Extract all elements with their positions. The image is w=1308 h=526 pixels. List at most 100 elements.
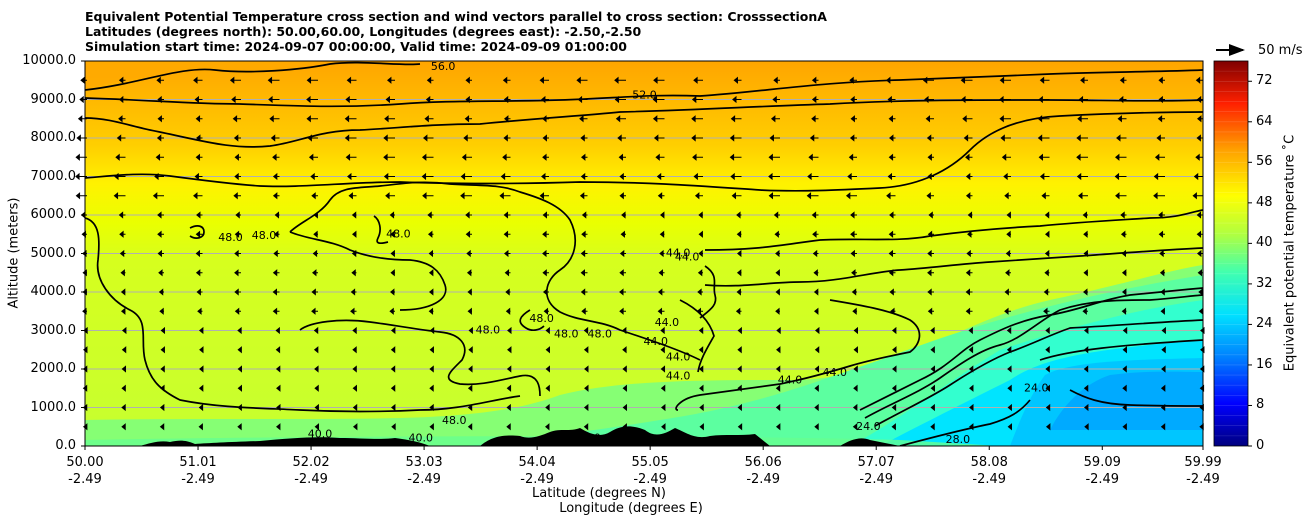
wind-vector xyxy=(963,134,973,142)
wind-vector xyxy=(619,172,626,181)
y-tick-label: 3000.0 xyxy=(30,322,77,338)
colorbar-tick-label: 40 xyxy=(1256,235,1273,251)
wind-vector xyxy=(543,307,549,315)
wind-vector xyxy=(622,365,627,373)
wind-vector xyxy=(1159,249,1165,258)
wind-vector xyxy=(653,76,665,84)
y-axis-label: Altitude (meters) xyxy=(6,197,22,309)
wind-vector xyxy=(468,346,473,354)
wind-vector xyxy=(506,365,512,373)
wind-vector xyxy=(814,365,820,373)
wind-vector xyxy=(312,249,318,258)
wind-vector xyxy=(1153,172,1165,181)
wind-vector xyxy=(814,307,819,315)
wind-vector xyxy=(1196,211,1204,219)
wind-vector xyxy=(507,326,512,335)
wind-vector xyxy=(465,230,472,238)
wind-vector xyxy=(1044,211,1050,219)
wind-vector xyxy=(697,269,703,277)
wind-vector xyxy=(811,211,819,219)
wind-vector xyxy=(429,346,434,354)
wind-vector xyxy=(659,249,665,258)
wind-vector xyxy=(733,76,742,84)
wind-vector xyxy=(656,172,665,181)
wind-vector xyxy=(1161,365,1166,373)
wind-vector xyxy=(1003,172,1011,181)
wind-vector xyxy=(545,384,550,392)
wind-vector xyxy=(389,211,395,219)
wind-vector xyxy=(461,153,472,161)
wind-vector xyxy=(1000,134,1011,142)
wind-vector xyxy=(421,172,434,181)
wind-vector xyxy=(467,403,473,412)
wind-vector xyxy=(736,269,742,277)
wind-vector xyxy=(350,307,357,315)
wind-vector xyxy=(850,230,857,238)
wind-vector xyxy=(1122,365,1127,373)
wind-vector xyxy=(619,288,626,296)
wind-vector xyxy=(736,211,742,219)
wind-vector xyxy=(891,403,897,412)
x-tick-latitude: 59.09 xyxy=(1083,455,1121,470)
wind-vector xyxy=(811,95,819,104)
wind-vector xyxy=(159,423,165,431)
contour-label: 48.0 xyxy=(442,414,467,427)
wind-vector xyxy=(311,307,318,315)
wind-vector xyxy=(274,211,280,219)
wind-vector xyxy=(506,403,511,412)
wind-vector xyxy=(965,153,973,161)
wind-vector xyxy=(775,307,780,315)
wind-vector xyxy=(542,230,549,238)
wind-vector xyxy=(345,95,357,104)
wind-vector xyxy=(697,288,703,296)
x-tick-longitude: -2.49 xyxy=(181,472,215,487)
wind-vector xyxy=(428,269,434,277)
wind-vector xyxy=(691,95,703,104)
wind-vector xyxy=(730,115,742,123)
wind-vector xyxy=(545,365,550,373)
wind-vector xyxy=(1153,192,1165,200)
wind-vector xyxy=(1037,134,1050,142)
wind-vector xyxy=(1121,269,1127,277)
contour-label: 52.0 xyxy=(632,89,657,102)
contour-label: 48.0 xyxy=(529,312,554,325)
wind-vector xyxy=(234,249,241,258)
contour-label: 48.0 xyxy=(588,327,613,340)
y-tick-label: 2000.0 xyxy=(30,361,77,376)
wind-vector xyxy=(965,288,973,296)
x-tick-longitude: -2.49 xyxy=(294,472,328,487)
wind-vector xyxy=(234,172,241,181)
wind-vector xyxy=(737,403,742,412)
wind-vector xyxy=(1083,288,1088,296)
wind-vector xyxy=(926,192,934,200)
wind-vector xyxy=(619,269,626,277)
wind-vector xyxy=(773,211,780,219)
wind-vector xyxy=(198,326,204,335)
wind-vector xyxy=(1045,365,1050,373)
wind-vector xyxy=(579,192,588,200)
wind-vector xyxy=(503,230,511,238)
wind-vector xyxy=(1158,211,1165,219)
wind-vector xyxy=(542,269,549,277)
wind-vector xyxy=(619,192,626,200)
wind-vector xyxy=(1004,288,1011,296)
wind-vector xyxy=(383,172,395,181)
wind-vector xyxy=(962,115,973,123)
wind-vector xyxy=(1076,172,1088,181)
wind-vector xyxy=(699,384,704,392)
wind-vector xyxy=(539,192,549,200)
contour-label: 44.0 xyxy=(823,366,848,379)
wind-vector xyxy=(1154,153,1165,161)
wind-vector xyxy=(969,384,974,392)
x-tick-label: 59.99 -2.49 xyxy=(1168,454,1238,488)
wind-vector xyxy=(659,230,665,238)
wind-vector xyxy=(499,192,511,200)
wind-vector xyxy=(660,365,666,373)
wind-vector xyxy=(657,192,665,200)
wind-vector xyxy=(930,365,935,373)
wind-vector xyxy=(614,95,626,104)
wind-vector xyxy=(768,172,780,181)
wind-vector xyxy=(391,326,396,335)
wind-vector xyxy=(580,134,588,142)
wind-vector xyxy=(234,230,241,238)
